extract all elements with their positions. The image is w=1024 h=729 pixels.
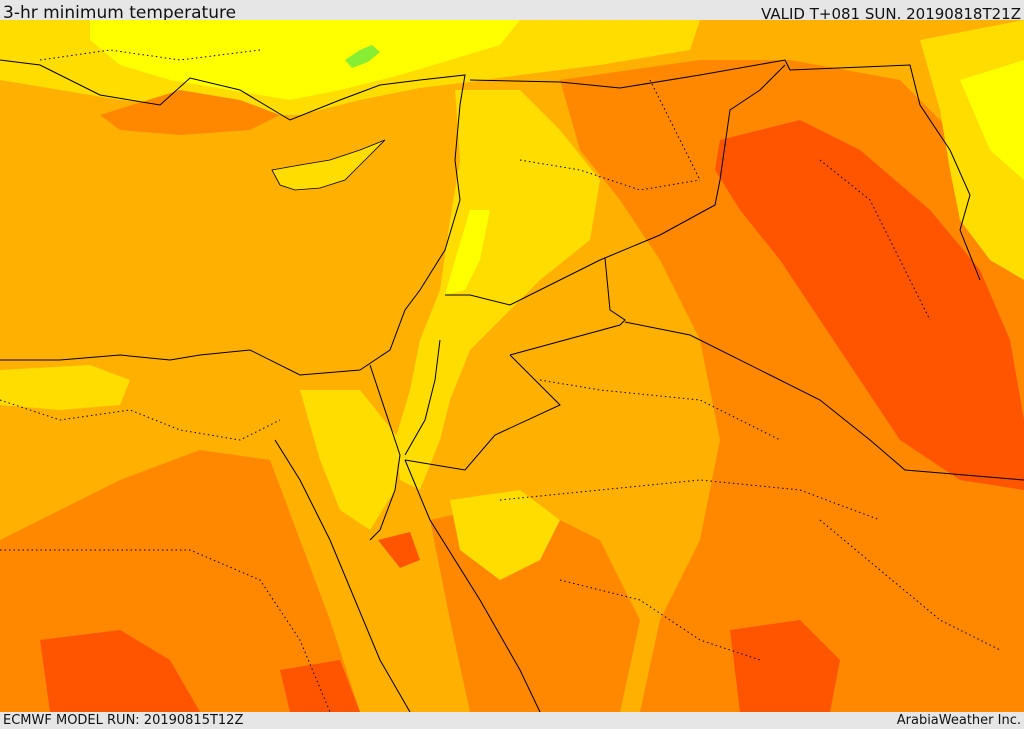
levant-bright (445, 210, 490, 295)
valid-time: VALID T+081 SUN. 20190818T21Z (761, 5, 1021, 23)
levant-yellow (395, 90, 600, 490)
temperature-map[interactable] (0, 20, 1024, 712)
header-bar: 3-hr minimum temperature VALID T+081 SUN… (0, 0, 1024, 23)
saudi-yellow-streak (450, 490, 560, 580)
sinai-yellow (300, 390, 400, 530)
province-borders (0, 49, 1001, 712)
model-run: ECMWF MODEL RUN: 20190815T12Z (3, 713, 244, 728)
credit-text: ArabiaWeather Inc. (896, 713, 1021, 728)
gulf-aqaba-hot (378, 532, 420, 568)
country-borders (404, 59, 1024, 481)
cyprus (271, 139, 386, 191)
sudan-hot-patch (280, 660, 360, 712)
green-patch (345, 45, 380, 68)
zagros-pale (960, 60, 1024, 180)
egypt-coast-yellow (0, 365, 130, 410)
iraq-hot-core (715, 120, 1024, 490)
saudi-hot-patch (730, 620, 840, 712)
footer-bar: ECMWF MODEL RUN: 20190815T12Z ArabiaWeat… (0, 712, 1024, 729)
turkey-orange-band (100, 90, 280, 135)
map-canvas (0, 20, 1024, 712)
south-hot-patch (40, 630, 200, 712)
map-title: 3-hr minimum temperature (3, 3, 237, 23)
coastlines (0, 59, 541, 712)
